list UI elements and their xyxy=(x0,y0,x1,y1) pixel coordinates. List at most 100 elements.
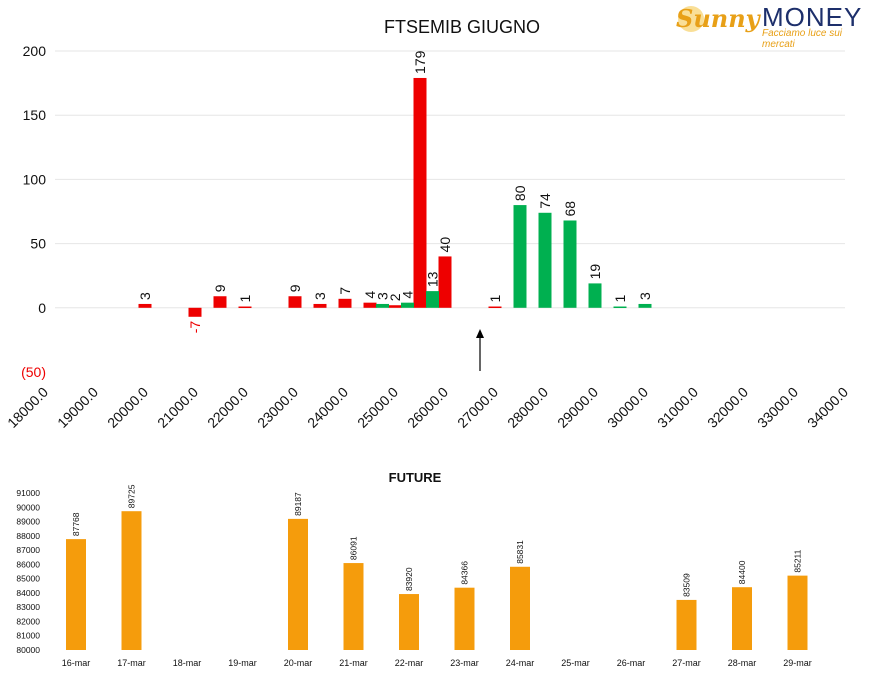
x-tick-label: 20000.0 xyxy=(104,384,151,431)
logo-tagline: Facciamo luce sui mercati xyxy=(762,28,843,50)
y-tick-label: 100 xyxy=(23,171,47,187)
bar xyxy=(426,291,439,308)
future-y-tick-label: 85000 xyxy=(16,574,40,584)
x-tick-label: 25000.0 xyxy=(354,384,401,431)
future-data-label: 89725 xyxy=(127,484,137,508)
future-bar xyxy=(510,566,530,650)
y-tick-label: 50 xyxy=(30,236,46,252)
sun-icon xyxy=(678,6,704,32)
bar xyxy=(288,296,302,308)
bar xyxy=(313,303,327,308)
future-y-tick-label: 83000 xyxy=(16,602,40,612)
data-label: 68 xyxy=(562,201,578,217)
data-label: 3 xyxy=(375,292,391,300)
future-y-tick-label: 81000 xyxy=(16,631,40,641)
data-label: 3 xyxy=(637,292,653,300)
future-y-tick-label: 84000 xyxy=(16,588,40,598)
x-tick-label: 29000.0 xyxy=(554,384,601,431)
data-label: 9 xyxy=(287,284,303,292)
x-tick-label: 19000.0 xyxy=(54,384,101,431)
x-tick-label: 21000.0 xyxy=(154,384,201,431)
data-label: 19 xyxy=(587,264,603,280)
future-data-label: 85211 xyxy=(793,549,803,572)
future-chart: FUTURE 91000 90000 89000 88000 87000 86000 8500… xyxy=(16,470,811,668)
future-x-tick-label: 21-mar xyxy=(339,658,368,668)
future-y-tick-label: 80000 xyxy=(16,645,40,655)
data-label: 9 xyxy=(212,284,228,292)
future-bar xyxy=(343,563,364,650)
x-tick-label: 24000.0 xyxy=(304,384,351,431)
bar xyxy=(538,212,552,308)
bar xyxy=(388,305,402,308)
future-x-tick-label: 16-mar xyxy=(62,658,91,668)
x-tick-label: 30000.0 xyxy=(604,384,651,431)
bar xyxy=(638,303,652,308)
future-bar xyxy=(399,594,419,650)
data-label: 179 xyxy=(412,50,428,74)
future-x-tick-label: 17-mar xyxy=(117,658,146,668)
data-label: 40 xyxy=(437,237,453,253)
future-data-label: 89187 xyxy=(293,492,303,516)
future-bar xyxy=(787,575,808,650)
future-x-tick-label: 26-mar xyxy=(617,658,646,668)
bar xyxy=(401,302,414,308)
data-label: 3 xyxy=(137,292,153,300)
future-x-tick-label: 20-mar xyxy=(284,658,313,668)
y-tick-label: (50) xyxy=(21,364,46,380)
data-label: 7 xyxy=(337,287,353,295)
data-label: 4 xyxy=(362,291,378,299)
future-x-tick-label: 27-mar xyxy=(672,658,701,668)
logo-brand-money: MONEY xyxy=(762,2,863,32)
future-x-tick-label: 24-mar xyxy=(506,658,535,668)
future-data-label: 87768 xyxy=(71,512,81,536)
future-y-tick-label: 86000 xyxy=(16,559,40,569)
future-x-tick-label: 28-mar xyxy=(728,658,757,668)
x-tick-label: 26000.0 xyxy=(404,384,451,431)
bar xyxy=(588,283,602,308)
future-x-tick-label: 29-mar xyxy=(783,658,812,668)
data-label: 1 xyxy=(237,295,253,303)
future-y-tick-label: 89000 xyxy=(16,517,40,527)
x-tick-label: 33000.0 xyxy=(754,384,801,431)
marker-arrow-head xyxy=(476,329,484,338)
data-label: 1 xyxy=(612,295,628,303)
data-label: 4 xyxy=(400,291,416,299)
data-label: 2 xyxy=(387,293,403,301)
data-label: 13 xyxy=(425,271,441,287)
bar xyxy=(376,303,389,308)
future-data-label: 83920 xyxy=(404,567,414,591)
y-tick-label: 0 xyxy=(38,300,46,316)
future-y-tick-label: 88000 xyxy=(16,531,40,541)
future-bar xyxy=(121,511,142,650)
future-bar xyxy=(454,587,475,650)
x-tick-label: 23000.0 xyxy=(254,384,301,431)
bar xyxy=(488,306,502,309)
sunny-money-logo: Sunny MONEY Facciamo luce sui mercati xyxy=(676,2,876,50)
future-x-tick-label: 23-mar xyxy=(450,658,479,668)
data-label: 1 xyxy=(487,295,503,303)
data-label: 3 xyxy=(312,292,328,300)
x-tick-label: 22000.0 xyxy=(204,384,251,431)
future-y-tick-label: 91000 xyxy=(16,488,40,498)
bar xyxy=(238,306,252,309)
y-tick-label: 200 xyxy=(23,43,47,59)
future-data-label: 84400 xyxy=(737,560,747,584)
bar xyxy=(213,296,227,308)
future-bar xyxy=(288,518,308,650)
future-y-tick-label: 90000 xyxy=(16,502,40,512)
data-label: -7 xyxy=(187,321,203,334)
bar xyxy=(438,256,452,308)
future-x-tick-label: 25-mar xyxy=(561,658,590,668)
x-tick-label: 34000.0 xyxy=(804,384,851,431)
bar xyxy=(513,205,527,308)
x-tick-label: 28000.0 xyxy=(504,384,551,431)
future-y-tick-label: 82000 xyxy=(16,616,40,626)
data-label: 80 xyxy=(512,185,528,201)
chart-title: FTSEMIB GIUGNO xyxy=(384,17,540,37)
bar xyxy=(413,77,427,308)
future-y-tick-label: 87000 xyxy=(16,545,40,555)
future-bar xyxy=(66,539,86,650)
x-tick-label: 18000.0 xyxy=(4,384,51,431)
future-x-tick-label: 19-mar xyxy=(228,658,257,668)
